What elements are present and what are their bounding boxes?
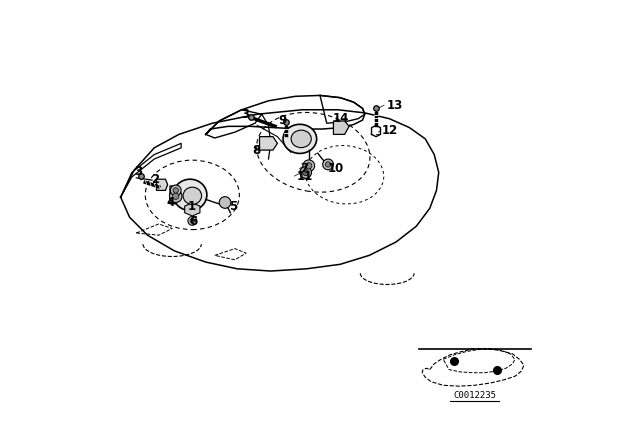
Ellipse shape bbox=[173, 179, 207, 211]
Text: 14: 14 bbox=[333, 112, 349, 125]
Circle shape bbox=[303, 169, 309, 176]
Text: 11: 11 bbox=[297, 169, 313, 183]
Text: 3: 3 bbox=[242, 108, 250, 121]
Polygon shape bbox=[170, 186, 190, 204]
Text: 12: 12 bbox=[382, 124, 398, 138]
Circle shape bbox=[219, 197, 231, 208]
Circle shape bbox=[173, 188, 179, 193]
Circle shape bbox=[190, 219, 195, 223]
Circle shape bbox=[173, 193, 179, 199]
Ellipse shape bbox=[283, 125, 317, 154]
Text: 6: 6 bbox=[189, 215, 197, 228]
Text: 3: 3 bbox=[134, 164, 143, 178]
Polygon shape bbox=[157, 179, 168, 190]
Polygon shape bbox=[185, 203, 200, 216]
Text: 8: 8 bbox=[252, 143, 260, 157]
Ellipse shape bbox=[183, 187, 202, 204]
Ellipse shape bbox=[291, 130, 311, 148]
Polygon shape bbox=[333, 121, 349, 134]
Circle shape bbox=[303, 160, 315, 172]
Text: 13: 13 bbox=[387, 99, 403, 112]
Circle shape bbox=[306, 163, 312, 169]
Text: 7: 7 bbox=[301, 162, 309, 176]
Text: 10: 10 bbox=[328, 161, 344, 175]
Circle shape bbox=[325, 162, 331, 167]
Circle shape bbox=[170, 190, 182, 202]
Circle shape bbox=[170, 185, 181, 196]
Text: 2: 2 bbox=[150, 172, 159, 186]
Text: 4: 4 bbox=[167, 196, 175, 209]
Polygon shape bbox=[260, 137, 278, 150]
Text: 9: 9 bbox=[279, 113, 287, 127]
Text: 1: 1 bbox=[188, 200, 196, 214]
Circle shape bbox=[323, 159, 333, 170]
Circle shape bbox=[188, 216, 197, 225]
Text: C0012235: C0012235 bbox=[453, 391, 496, 400]
Circle shape bbox=[300, 167, 312, 178]
Text: 5: 5 bbox=[230, 200, 237, 214]
